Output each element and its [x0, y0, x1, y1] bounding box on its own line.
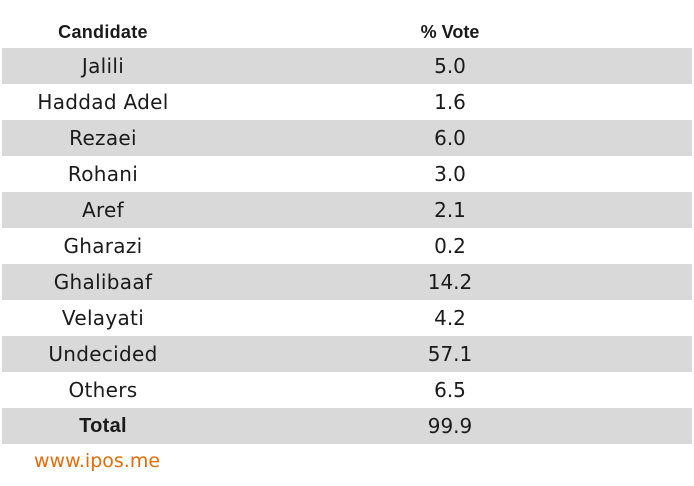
table-row: Rohani 3.0 — [2, 156, 692, 192]
total-row: Total 99.9 — [2, 408, 692, 444]
total-vote: 99.9 — [427, 414, 473, 438]
candidate-vote: 3.0 — [434, 162, 466, 186]
candidate-name: Jalili — [81, 54, 125, 78]
source-link[interactable]: www.ipos.me — [34, 450, 161, 472]
table-row: Velayati 4.2 — [2, 300, 692, 336]
table-row: Jalili 5.0 — [2, 48, 692, 84]
candidate-vote: 4.2 — [434, 306, 466, 330]
total-label: Total — [79, 414, 127, 437]
candidate-name: Others — [68, 378, 138, 402]
header-vote: % Vote — [420, 21, 480, 42]
candidate-name: Rohani — [67, 162, 139, 186]
candidate-name: Ghalibaaf — [53, 270, 153, 294]
candidate-name: Haddad Adel — [37, 90, 169, 114]
candidate-vote: 14.2 — [427, 270, 473, 294]
table-header: Candidate % Vote — [2, 16, 692, 48]
candidate-vote: 57.1 — [427, 342, 473, 366]
table-row: Haddad Adel 1.6 — [2, 84, 692, 120]
candidate-name: Undecided — [48, 342, 158, 366]
table-row: Gharazi 0.2 — [2, 228, 692, 264]
vote-table: Candidate % Vote Jalili 5.0 Haddad Adel … — [2, 16, 692, 444]
table-row: Rezaei 6.0 — [2, 120, 692, 156]
candidate-vote: 6.5 — [434, 378, 466, 402]
table-row: Others 6.5 — [2, 372, 692, 408]
table-row: Undecided 57.1 — [2, 336, 692, 372]
candidate-name: Rezaei — [69, 126, 137, 150]
candidate-vote: 2.1 — [434, 198, 466, 222]
table-row: Ghalibaaf 14.2 — [2, 264, 692, 300]
candidate-vote: 1.6 — [434, 90, 466, 114]
candidate-vote: 0.2 — [434, 234, 466, 258]
candidate-name: Gharazi — [63, 234, 143, 258]
header-candidate: Candidate — [58, 21, 148, 42]
table-row: Aref 2.1 — [2, 192, 692, 228]
candidate-vote: 5.0 — [434, 54, 466, 78]
candidate-name: Velayati — [61, 306, 145, 330]
candidate-name: Aref — [81, 198, 124, 222]
candidate-vote: 6.0 — [434, 126, 466, 150]
